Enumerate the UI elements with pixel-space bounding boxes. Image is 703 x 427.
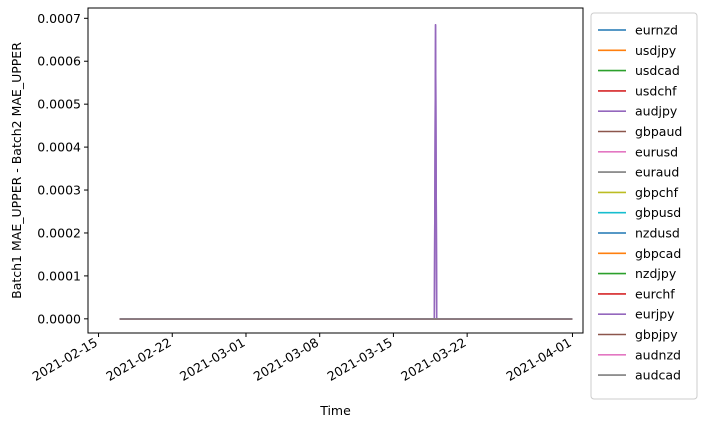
legend: eurnzd usdjpy usdcad usdchf audjpy gbpaud euru… <box>590 12 698 400</box>
legend-label-gbpchf: gbpchf <box>635 185 679 200</box>
series-line-audjpy <box>119 23 573 320</box>
x-tick-label: 2021-02-15 <box>30 335 100 384</box>
legend-label-eurjpy: eurjpy <box>635 307 675 322</box>
x-axis: 2021-02-15 2021-02-22 2021-03-01 2021-03-08… <box>30 333 574 384</box>
legend-label-nzdusd: nzdusd <box>635 226 680 241</box>
y-tick-label: 0.0005 <box>37 97 81 112</box>
x-tick-label: 2021-04-01 <box>504 335 574 384</box>
y-tick-label: 0.0003 <box>37 183 81 198</box>
x-tick-label: 2021-03-01 <box>177 335 247 384</box>
legend-label-gbpaud: gbpaud <box>635 124 682 139</box>
y-axis: 0.0000 0.0001 0.0002 0.0003 0.0004 0.0005 0.00… <box>37 11 88 326</box>
y-tick-label: 0.0007 <box>37 11 81 26</box>
y-tick-label: 0.0001 <box>37 268 81 283</box>
legend-label-gbpcad: gbpcad <box>635 246 681 261</box>
legend-label-eurchf: eurchf <box>635 286 675 301</box>
x-tick-label: 2021-03-22 <box>398 335 468 384</box>
legend-label-gbpusd: gbpusd <box>635 205 681 220</box>
series-layer <box>119 23 573 320</box>
legend-label-usdchf: usdchf <box>635 83 677 98</box>
y-tick-label: 0.0002 <box>37 225 81 240</box>
legend-label-euraud: euraud <box>635 165 679 180</box>
x-axis-label: Time <box>319 403 351 418</box>
legend-label-usdjpy: usdjpy <box>635 43 677 58</box>
legend-box <box>590 12 698 400</box>
legend-label-eurusd: eurusd <box>635 144 678 159</box>
y-tick-label: 0.0006 <box>37 54 81 69</box>
x-tick-label: 2021-02-22 <box>103 335 173 384</box>
y-tick-label: 0.0000 <box>37 311 81 326</box>
legend-label-audnzd: audnzd <box>635 347 681 362</box>
legend-label-audcad: audcad <box>635 368 681 383</box>
series-line-eurjpy <box>119 23 573 320</box>
legend-label-usdcad: usdcad <box>635 63 680 78</box>
plot-frame <box>87 7 584 334</box>
legend-label-nzdjpy: nzdjpy <box>635 266 677 281</box>
x-tick-label: 2021-03-15 <box>325 335 395 384</box>
y-axis-label: Batch1 MAE_UPPER - Batch2 MAE_UPPER <box>9 42 24 299</box>
legend-label-gbpjpy: gbpjpy <box>635 327 678 342</box>
y-tick-label: 0.0004 <box>37 140 81 155</box>
legend-label-eurnzd: eurnzd <box>635 23 678 38</box>
x-tick-label: 2021-03-08 <box>251 335 321 384</box>
legend-label-audjpy: audjpy <box>635 104 678 119</box>
